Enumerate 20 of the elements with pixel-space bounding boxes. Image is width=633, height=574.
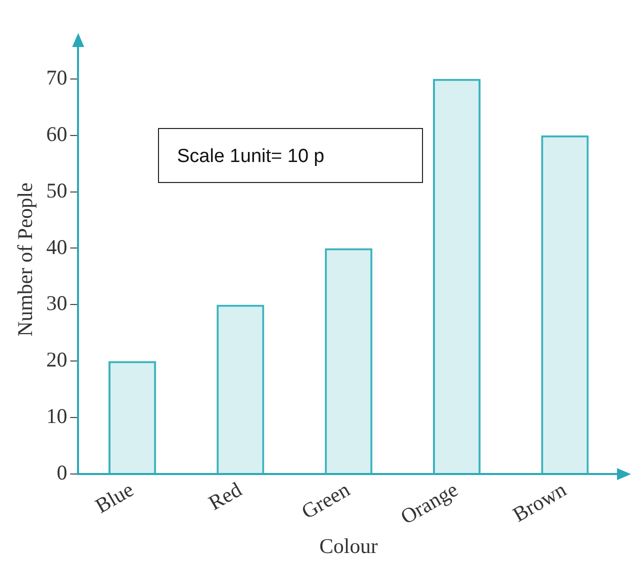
x-axis-title: Colour (319, 534, 378, 558)
scale-note-box: Scale 1unit= 10 p (158, 128, 423, 183)
x-tick-label: Green (297, 477, 354, 524)
x-tick-label: Brown (508, 477, 571, 527)
y-tick-label: 70 (46, 65, 68, 90)
bar (108, 361, 156, 474)
bar (541, 135, 589, 474)
y-tick-label: 50 (46, 178, 68, 202)
y-tick-label: 0 (56, 460, 68, 485)
y-tick-label: 40 (46, 234, 68, 259)
y-tick-label: 30 (46, 291, 68, 316)
y-axis-title: Number of People (13, 182, 38, 337)
x-tick-label: Blue (91, 477, 138, 518)
bar (432, 78, 481, 474)
y-tick-label: 60 (46, 122, 68, 146)
y-tick-label: 10 (46, 404, 68, 428)
x-tick-label: Red (204, 477, 246, 516)
bar (216, 304, 264, 474)
bar (324, 248, 372, 474)
y-tick-label: 20 (46, 348, 68, 372)
